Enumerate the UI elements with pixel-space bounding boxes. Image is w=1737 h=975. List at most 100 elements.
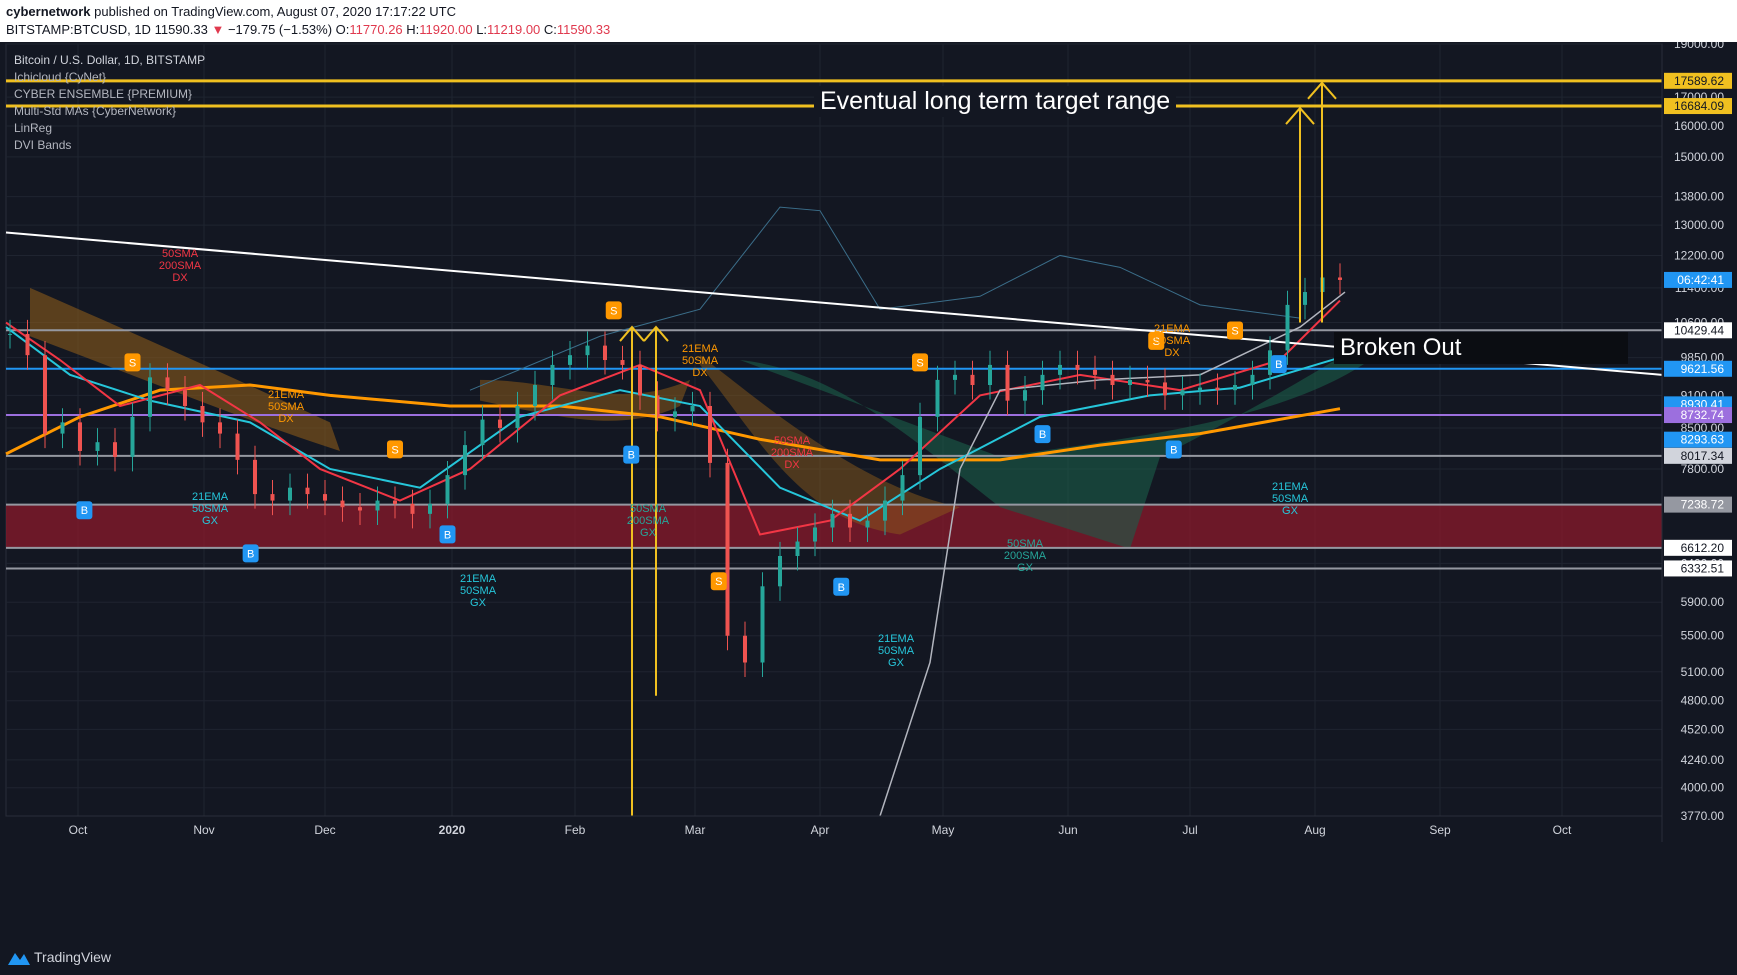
candle-body: [410, 503, 415, 514]
candle-body: [60, 422, 65, 434]
price-scale-badge: [1664, 271, 1732, 288]
legend-indicator[interactable]: LinReg: [14, 121, 53, 135]
candle-body: [970, 374, 975, 386]
candle-body: [428, 503, 432, 514]
ohlc-line: BITSTAMP:BTCUSD, 1D 11590.33 ▼ −179.75 (…: [6, 22, 610, 37]
candle-body: [708, 405, 712, 463]
candle-body: [585, 345, 590, 356]
close-label: C:: [543, 22, 557, 37]
buy-signal-badge: [1165, 440, 1182, 459]
candle-body: [533, 385, 537, 406]
cross-signal-label: GX: [202, 515, 219, 527]
x-tick-label: Sep: [1429, 823, 1451, 837]
candle-body: [1145, 379, 1150, 383]
x-tick-label: Aug: [1304, 823, 1325, 837]
candle-body: [1058, 364, 1062, 375]
candle-body: [1075, 364, 1080, 370]
cross-signal-label: 50SMA: [1007, 538, 1044, 550]
y-tick-label: 5500.00: [1681, 629, 1725, 643]
candle-body: [1250, 374, 1255, 386]
candle-body: [900, 475, 905, 501]
sma-200-line: [5, 383, 1341, 462]
candle-body: [498, 419, 502, 428]
x-tick-label: Jul: [1182, 823, 1197, 837]
target-arrow-head: [1307, 81, 1337, 100]
sell-signal-badge: [124, 353, 141, 372]
author-name[interactable]: cybernetwork: [6, 4, 91, 19]
cross-signal-label: 21EMA: [878, 633, 915, 645]
symbol-label: BITSTAMP:BTCUSD, 1D: [6, 22, 151, 37]
tradingview-logo[interactable]: TradingView: [8, 949, 111, 966]
cross-signal-label: 21EMA: [192, 491, 229, 503]
sell-signal-badge: [387, 440, 403, 459]
y-tick-label: 19000.00: [1674, 42, 1724, 51]
price-chart[interactable]: Oct Nov Dec 2020 Feb Mar Apr May Jun Jul Aug Sep Oct…: [0, 42, 1737, 940]
price-scale-label: 6332.51: [1681, 561, 1725, 575]
legend-title: Bitcoin / U.S. Dollar, 1D, BITSTAMP: [14, 53, 206, 67]
y-tick-label: 7800.00: [1681, 462, 1725, 476]
price-scale-label: 9621.56: [1681, 362, 1725, 376]
candle-body: [1215, 387, 1220, 391]
y-tick-label: 4800.00: [1681, 694, 1725, 708]
legend-indicator[interactable]: Multi-Std MAs {CyberNetwork}: [14, 104, 177, 118]
close-value: 11590.33: [556, 22, 611, 37]
price-scale-badge: [1664, 431, 1732, 448]
price-scale-badge: [1664, 360, 1732, 377]
legend-indicator[interactable]: CYBER ENSEMBLE {PREMIUM}: [14, 87, 193, 101]
buy-signal-badge: [1270, 355, 1287, 374]
buy-signal-letter: B: [1275, 359, 1282, 371]
y-tick-label: 3770.00: [1681, 809, 1725, 823]
sell-signal-letter: S: [391, 444, 398, 456]
candle-body: [638, 364, 642, 396]
legend-indicator[interactable]: DVI Bands: [14, 138, 72, 152]
price-scale-badge: [1664, 98, 1732, 115]
cross-signal-label: 50SMA: [162, 248, 199, 260]
cross-signal-label: 50SMA: [268, 401, 305, 413]
x-tick-label: Mar: [685, 823, 706, 837]
candle-body: [130, 416, 135, 457]
x-tick-label: Jun: [1058, 823, 1077, 837]
buy-signal-letter: B: [81, 505, 88, 517]
cross-signal-label: 50SMA: [460, 585, 497, 597]
candle-body: [673, 411, 677, 417]
high-value: 11920.00: [419, 22, 473, 37]
buy-signal-badge: [623, 445, 640, 464]
x-tick-label: Oct: [69, 823, 88, 837]
y-tick-label: 5100.00: [1681, 665, 1725, 679]
buy-signal-badge: [833, 577, 850, 596]
buy-signal-letter: B: [247, 548, 254, 560]
candle-body: [340, 500, 345, 508]
published-text: published on TradingView.com, August 07,…: [94, 4, 457, 19]
cross-signal-label: DX: [1164, 347, 1180, 359]
y-tick-label: 12200.00: [1674, 248, 1724, 262]
candle-body: [1093, 369, 1097, 375]
cross-signal-label: DX: [172, 272, 188, 284]
sell-signal-letter: S: [1153, 336, 1160, 348]
measured-move-head: [619, 325, 645, 342]
candle-body: [550, 364, 555, 386]
cross-signal-label: 50SMA: [682, 355, 719, 367]
candle-body: [1285, 304, 1290, 351]
cross-signal-label: 50SMA: [1154, 335, 1191, 347]
x-tick-label: Apr: [811, 823, 830, 837]
candle-body: [830, 513, 835, 528]
candle-body: [218, 422, 222, 434]
price-scale-label: 8732.74: [1681, 408, 1725, 422]
cross-signal-label: DX: [692, 367, 708, 379]
legend-indicator[interactable]: Ichicloud {CyNet}: [14, 70, 107, 84]
candle-body: [8, 333, 12, 335]
sell-signal-letter: S: [1231, 326, 1238, 338]
candle-body: [1005, 364, 1010, 401]
candle-body: [463, 445, 467, 476]
candle-body: [1180, 390, 1185, 396]
cross-signal-label: GX: [470, 597, 487, 609]
candle-body: [655, 395, 660, 417]
sell-signal-badge: [710, 572, 727, 591]
cross-signal-label: DX: [278, 413, 294, 425]
candle-body: [235, 433, 240, 460]
x-tick-label: Dec: [314, 823, 335, 837]
y-tick-label: 4520.00: [1681, 722, 1725, 736]
price-scale-label: 6612.20: [1681, 541, 1725, 555]
x-tick-label: Feb: [565, 823, 586, 837]
buy-signal-letter: B: [838, 582, 845, 594]
